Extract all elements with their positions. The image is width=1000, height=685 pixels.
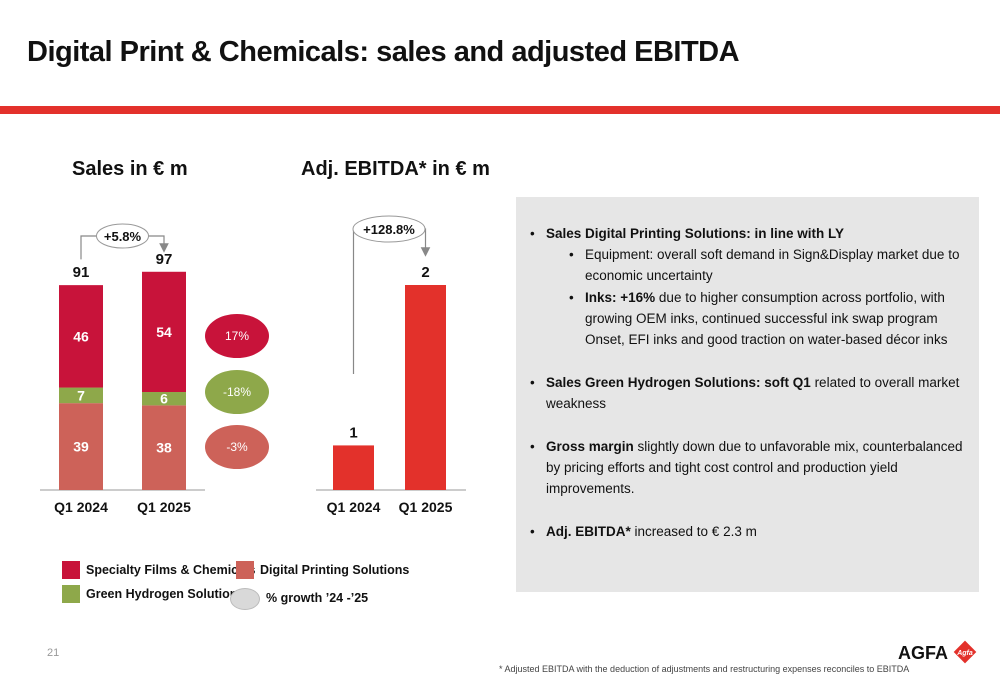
sales-chart: 39 7 46 91 Q1 2024 38 6 54 97 Q1 2025 +5.8% 17% -18%… xyxy=(40,223,269,515)
bullet-dot: • xyxy=(569,247,574,262)
bullet-text: due to higher consumption across portfol… xyxy=(585,290,948,347)
bullet-bold: Sales Digital Printing Solutions: in lin… xyxy=(546,226,845,241)
legend-label-specialty: Specialty Films & Chemicals xyxy=(86,563,256,577)
bullet-gross-margin: • Gross margin slightly down due to unfa… xyxy=(530,436,975,499)
data-label: 39 xyxy=(73,439,89,455)
bar-segment xyxy=(142,392,186,406)
title-divider xyxy=(0,106,1000,114)
bullet-adj-ebitda: • Adj. EBITDA* increased to € 2.3 m xyxy=(530,521,970,542)
growth-rate-bubble xyxy=(205,425,269,469)
growth-rate-bubble xyxy=(205,370,269,414)
total-label: 97 xyxy=(156,251,173,268)
bar-segment xyxy=(142,405,186,490)
logo-badge: Agfa xyxy=(956,650,973,657)
legend-swatch-digital xyxy=(236,561,254,579)
data-label: 38 xyxy=(156,440,172,456)
bullet-text: slightly down due to unfavorable mix, co… xyxy=(546,439,963,496)
ebitda-bar xyxy=(405,285,446,490)
x-tick-label: Q1 2025 xyxy=(399,499,453,515)
legend-label-green: Green Hydrogen Solutions xyxy=(86,587,245,601)
bullet-bold: Adj. EBITDA* xyxy=(546,524,631,539)
x-tick-label: Q1 2024 xyxy=(327,499,381,515)
legend-label-growth: % growth ’24 -’25 xyxy=(266,591,369,605)
ebitda-chart-title: Adj. EBITDA* in € m xyxy=(301,158,490,180)
growth-bubble xyxy=(352,215,426,243)
x-tick-label: Q1 2025 xyxy=(137,499,191,515)
growth-label: +128.8% xyxy=(363,222,415,237)
growth-rate-label: -18% xyxy=(223,385,251,399)
data-label: 1 xyxy=(349,424,357,441)
ebitda-bar xyxy=(333,445,374,490)
agfa-logo: AGFA Agfa xyxy=(898,640,977,664)
data-label: 2 xyxy=(421,264,429,281)
legend-swatch-specialty xyxy=(62,561,80,579)
bar-segment xyxy=(59,387,103,404)
legend-label-digital: Digital Printing Solutions xyxy=(260,563,410,577)
data-label: 46 xyxy=(73,328,89,344)
bullet-dot: • xyxy=(530,226,535,241)
logo-text: AGFA xyxy=(898,643,948,663)
legend-swatch-green xyxy=(62,585,80,603)
bullet-dot: • xyxy=(530,375,535,390)
bullet-dot: • xyxy=(569,290,574,305)
legend-swatch-growth xyxy=(230,588,260,610)
bar-segment xyxy=(142,271,186,393)
bullet-bold: Sales Green Hydrogen Solutions: soft Q1 xyxy=(546,375,811,390)
page-title: Digital Print & Chemicals: sales and adj… xyxy=(27,36,740,68)
bullet-bold: Inks: +16% xyxy=(585,290,656,305)
bar-segment xyxy=(59,403,103,490)
commentary-panel: • Sales Digital Printing Solutions: in l… xyxy=(516,197,979,592)
growth-rate-bubble xyxy=(205,314,269,358)
ebitda-chart: 1 Q1 2024 2 Q1 2025 +128.8% xyxy=(316,215,466,515)
bullet-sales-ghs: • Sales Green Hydrogen Solutions: soft Q… xyxy=(530,372,960,414)
sub-bullet-equipment: • Equipment: overall soft demand in Sign… xyxy=(569,244,969,286)
page-number: 21 xyxy=(47,647,60,659)
bullet-bold: Gross margin xyxy=(546,439,634,454)
bar-segment xyxy=(59,285,103,388)
growth-rate-label: 17% xyxy=(225,329,249,343)
data-label: 7 xyxy=(77,387,85,403)
bullet-text: increased to € 2.3 m xyxy=(630,524,757,539)
charts-canvas: 39 7 46 91 Q1 2024 38 6 54 97 Q1 2025 +5.8% 17% -18%… xyxy=(40,215,466,515)
bullet-dot: • xyxy=(530,439,535,454)
total-label: 91 xyxy=(73,264,90,281)
footnote: * Adjusted EBITDA with the deduction of … xyxy=(499,664,910,674)
bullet-text: Equipment: overall soft demand in Sign&D… xyxy=(585,247,960,283)
growth-label: +5.8% xyxy=(104,229,142,244)
data-label: 54 xyxy=(156,324,172,340)
sub-bullet-inks: • Inks: +16% due to higher consumption a… xyxy=(569,287,974,350)
growth-rate-label: -3% xyxy=(226,440,248,454)
bullet-text: related to overall market weakness xyxy=(546,375,960,411)
data-label: 6 xyxy=(160,391,168,407)
x-tick-label: Q1 2024 xyxy=(54,499,108,515)
growth-bubble xyxy=(96,223,149,249)
bullet-sales-dps: • Sales Digital Printing Solutions: in l… xyxy=(530,223,970,244)
bullet-dot: • xyxy=(530,524,535,539)
sales-chart-title: Sales in € m xyxy=(72,158,188,180)
